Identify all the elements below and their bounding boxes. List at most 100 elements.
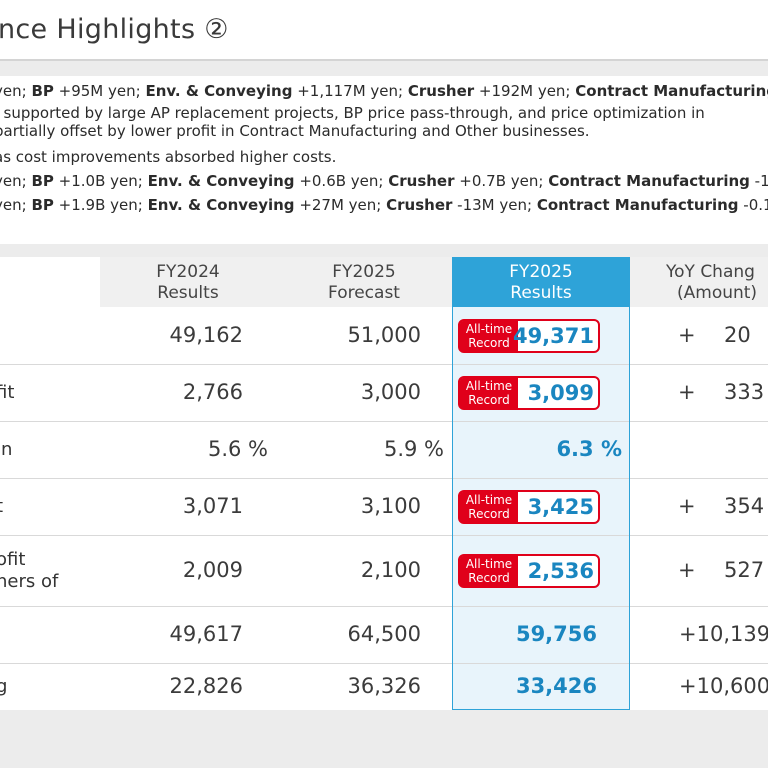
row-divider: [0, 606, 768, 607]
row-divider: [0, 535, 768, 536]
header-cell-yoy: [630, 257, 768, 307]
note-segment: +27M yen;: [294, 196, 387, 214]
note-segment: partially offset by lower profit in Cont…: [0, 122, 590, 140]
page-header: nce Highlights ②: [0, 0, 768, 60]
note-line: yen; BP +1.9B yen; Env. & Conveying +27M…: [0, 196, 768, 214]
note-segment-bold: BP: [31, 196, 54, 214]
note-segment: -13M yen;: [452, 196, 537, 214]
cell-fy2025-results: 6.3 %: [556, 436, 622, 461]
yoy-sign: +: [678, 557, 696, 582]
note-segment: +1.9B yen;: [53, 196, 148, 214]
record-box: All-time Record 49,371: [458, 318, 600, 353]
note-segment-bold: Crusher: [388, 172, 455, 190]
results-table: FY2024 Results FY2025 Forecast FY2025 Resul…: [0, 257, 768, 710]
note-segment: +1.0B yen;: [53, 172, 148, 190]
col-header-fy2025-forecast: FY2025 Forecast: [328, 262, 400, 303]
cell-yoy: 20: [724, 322, 751, 347]
note-line: , supported by large AP replacement proj…: [0, 104, 705, 122]
cell-yoy: 527: [724, 557, 765, 582]
badge-line: Record: [468, 392, 510, 407]
row-divider: [0, 478, 768, 479]
yoy-sign: +: [678, 493, 696, 518]
row-label-line: ners of: [0, 570, 59, 592]
cell-fy2025-forecast: 36,326: [347, 673, 421, 698]
cell-fy2024: 3,071: [182, 493, 243, 518]
yoy-sign: +: [678, 379, 696, 404]
badge-line: All-time: [465, 321, 513, 336]
note-segment: +1,117M yen;: [292, 82, 408, 100]
note-segment-bold: BP: [31, 82, 54, 100]
record-box: All-time Record 3,425: [458, 489, 600, 524]
cell-fy2025-results: 49,371: [512, 323, 594, 348]
note-segment: +95M yen;: [53, 82, 146, 100]
note-segment: -0.1B ye: [743, 196, 768, 214]
row-label: ofit ners of: [0, 549, 58, 593]
cell-fy2024: 49,617: [169, 621, 243, 646]
note-segment-bold: Contract Manufacturing: [575, 82, 768, 100]
cell-fy2025-results: 59,756: [515, 621, 597, 646]
col-header-yoy: YoY Chang (Amount): [666, 262, 758, 303]
row-divider: [0, 364, 768, 365]
cell-yoy: 333: [724, 379, 765, 404]
header-cell-fy2025-forecast: [276, 257, 452, 307]
note-segment-bold: Env. & Conveying: [145, 82, 293, 100]
note-segment-bold: Contract Manufacturing: [548, 172, 750, 190]
row-label-line: g: [0, 675, 8, 697]
note-segment-bold: BP: [31, 172, 54, 190]
header-cell-fy2024: [100, 257, 276, 307]
cell-fy2025-results: 3,425: [527, 494, 594, 519]
row-label: g: [0, 676, 7, 698]
note-segment: yen;: [0, 196, 27, 214]
col-header-fy2025-results: FY2025 Results: [509, 262, 573, 303]
notes-panel: yen; BP +95M yen; Env. & Conveying +1,11…: [0, 76, 768, 244]
header-cell-fy2025-results: [452, 257, 630, 307]
all-time-record-badge: All-time Record: [460, 377, 518, 409]
badge-line: All-time: [465, 556, 513, 571]
note-segment: +0.6B yen;: [294, 172, 389, 190]
note-segment: yen;: [0, 172, 27, 190]
col-header-fy2024: FY2024 Results: [156, 262, 220, 303]
row-label-line: ofit: [0, 548, 26, 570]
all-time-record-badge: All-time Record: [460, 491, 518, 523]
cell-fy2024: 5.6 %: [207, 436, 268, 461]
note-segment: +0.7B yen;: [454, 172, 549, 190]
cell-fy2025-results: 33,426: [515, 673, 597, 698]
cell-yoy: 354: [724, 493, 765, 518]
header-divider: [0, 59, 768, 61]
highlight-column-border: [452, 257, 630, 710]
badge-line: All-time: [465, 492, 513, 507]
note-segment-bold: Env. & Conveying: [147, 172, 295, 190]
cell-yoy: +10,139: [679, 621, 768, 646]
note-segment-bold: Crusher: [407, 82, 475, 100]
badge-line: Record: [468, 570, 510, 585]
note-segment: -1.1B y: [754, 172, 768, 190]
row-label-line: t: [0, 496, 3, 518]
note-line: partially offset by lower profit in Cont…: [0, 122, 590, 140]
row-label: in: [0, 439, 12, 461]
note-segment-bold: Env. & Conveying: [147, 196, 295, 214]
row-divider: [0, 421, 768, 422]
row-label: t: [0, 496, 3, 518]
cell-fy2025-forecast: 51,000: [347, 322, 421, 347]
badge-line: All-time: [465, 378, 513, 393]
cell-fy2025-results: 2,536: [527, 558, 594, 583]
note-segment-bold: Contract Manufacturing: [536, 196, 739, 214]
cell-fy2024: 2,009: [182, 557, 243, 582]
cell-fy2025-forecast: 5.9 %: [383, 436, 444, 461]
row-divider: [0, 663, 768, 664]
cell-fy2025-forecast: 3,000: [360, 379, 421, 404]
cell-fy2025-forecast: 64,500: [347, 621, 421, 646]
note-segment-bold: Crusher: [386, 196, 453, 214]
badge-line: Record: [468, 335, 510, 350]
record-box: All-time Record 3,099: [458, 375, 600, 410]
note-segment: yen;: [0, 82, 27, 100]
note-line: yen; BP +1.0B yen; Env. & Conveying +0.6…: [0, 172, 768, 190]
cell-yoy: +10,600: [679, 673, 768, 698]
record-box: All-time Record 2,536: [458, 553, 600, 588]
cell-fy2024: 2,766: [182, 379, 243, 404]
note-line: as cost improvements absorbed higher cos…: [0, 148, 336, 166]
row-label: fit: [0, 382, 14, 404]
note-segment: as cost improvements absorbed higher cos…: [0, 148, 337, 166]
row-label-line: fit: [0, 381, 15, 403]
page-title: nce Highlights ②: [0, 14, 229, 45]
